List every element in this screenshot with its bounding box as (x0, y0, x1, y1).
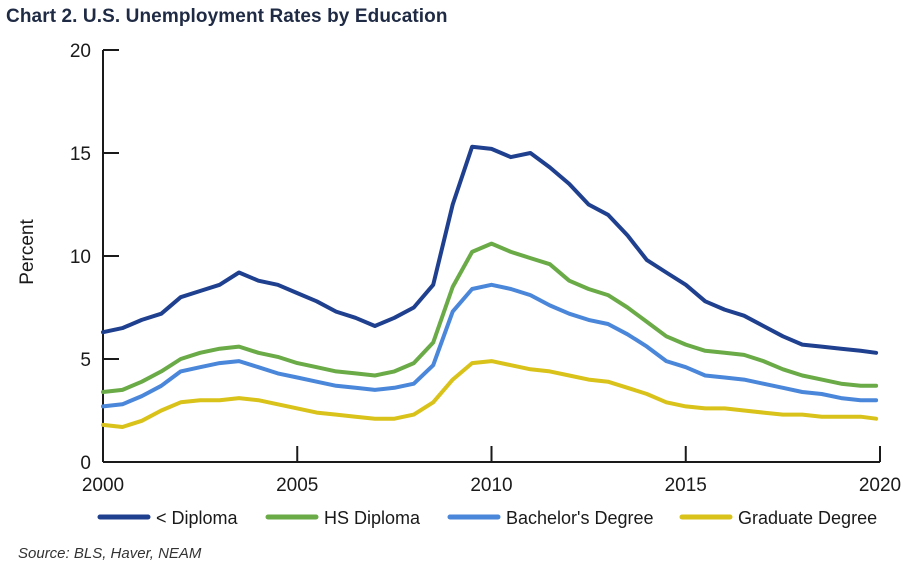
series-layer (101, 144, 879, 429)
series-line-graduate-degree (101, 359, 879, 429)
chart-title: Chart 2. U.S. Unemployment Rates by Educ… (6, 6, 448, 27)
series-line-diploma (101, 144, 879, 355)
legend-label: HS Diploma (324, 508, 421, 528)
x-tick-label: 2000 (82, 475, 124, 496)
x-tick-label: 2020 (859, 475, 901, 496)
source-note: Source: BLS, Haver, NEAM (18, 545, 202, 562)
legend-label: Graduate Degree (738, 508, 877, 528)
axes: 0 5 10 15 20 2000 2005 2010 2015 2020 Percent (17, 41, 901, 496)
y-tick-label: 5 (80, 350, 91, 371)
y-tick-label: 10 (70, 247, 91, 268)
series-line-bachelor-s-degree (101, 282, 879, 409)
x-tick-label: 2010 (470, 475, 512, 496)
y-tick-label: 20 (70, 41, 91, 62)
y-tick-label: 0 (80, 453, 91, 474)
legend-label: Bachelor's Degree (506, 508, 654, 528)
series-line-hs-diploma (101, 241, 879, 394)
x-tick-label: 2015 (665, 475, 707, 496)
y-axis-label: Percent (17, 219, 38, 285)
y-tick-label: 15 (70, 144, 91, 165)
legend-label: < Diploma (156, 508, 239, 528)
legend: < Diploma HS Diploma Bachelor's Degree Grad… (97, 508, 877, 528)
x-tick-label: 2005 (276, 475, 318, 496)
